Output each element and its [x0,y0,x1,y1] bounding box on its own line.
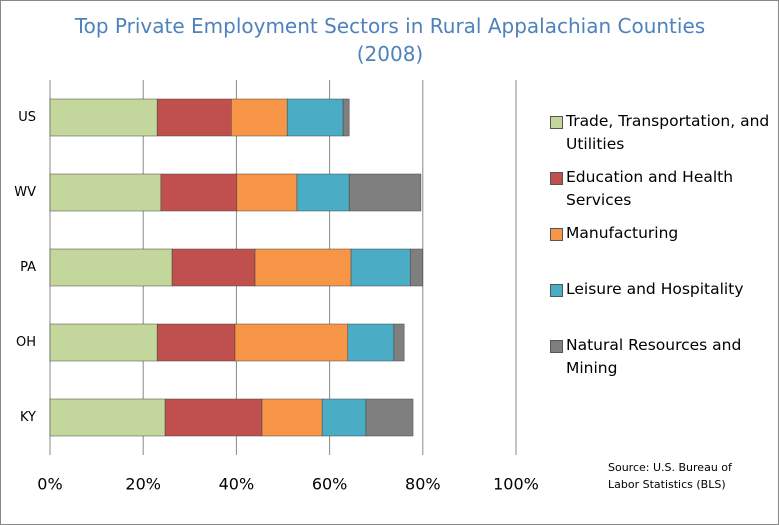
bar-segment [171,248,256,287]
y-tick-label: PA [20,260,36,275]
x-tick-label: 0% [37,475,62,494]
source-note: Source: U.S. Bureau of Labor Statistics … [608,461,732,491]
bar-segment [348,173,422,212]
x-tick-label: 40% [219,475,255,494]
bar-segment [156,323,236,362]
bar-segment [160,173,238,212]
legend-entry: Leisure and Hospitality [548,278,773,334]
y-tick-label: WV [14,185,36,200]
bar-segment [164,398,263,437]
x-tick-label: 20% [125,475,161,494]
chart-title: Top Private Employment Sectors in Rural … [74,14,706,66]
bar-segment [49,98,158,137]
legend-swatch [550,340,563,353]
y-tick-label: US [18,110,36,125]
bar-segment [342,98,350,137]
legend-entry: Education and Health Services [548,166,773,222]
legend-label: Manufacturing [566,224,679,242]
bar-segment [231,98,288,137]
x-tick-label: 60% [312,475,348,494]
x-tick-label: 100% [493,475,539,494]
legend-label: Education and Health Services [566,168,734,209]
legend-swatch [550,228,563,241]
legend-label: Natural Resources and Mining [566,336,742,377]
bar-segment [350,248,411,287]
bar-segment [296,173,350,212]
legend-entry: Trade, Transportation, and Utilities [548,110,773,166]
y-tick-label: KY [20,410,36,425]
bar-segment [321,398,367,437]
bar-segment [234,323,349,362]
bar-segment [393,323,405,362]
x-tick-label: 80% [405,475,441,494]
y-tick-label: OH [16,335,36,350]
bar-segment [236,173,298,212]
bar-segment [49,398,166,437]
legend-label: Trade, Transportation, and Utilities [566,112,770,153]
bar-segment [409,248,424,287]
legend-label: Leisure and Hospitality [566,280,744,298]
bar-segment [347,323,395,362]
bar-segment [49,323,158,362]
bar-segment [49,173,162,212]
bar-segment [261,398,323,437]
bar-segment [254,248,352,287]
bar-segment [365,398,414,437]
bar-segment [49,248,173,287]
legend-entry: Natural Resources and Mining [548,334,773,390]
legend-swatch [550,172,563,185]
legend-swatch [550,284,563,297]
legend-entry: Manufacturing [548,222,773,278]
legend: Trade, Transportation, and Utilities Educ… [548,110,773,390]
legend-swatch [550,116,563,129]
bar-segment [286,98,344,137]
bar-segment [156,98,232,137]
